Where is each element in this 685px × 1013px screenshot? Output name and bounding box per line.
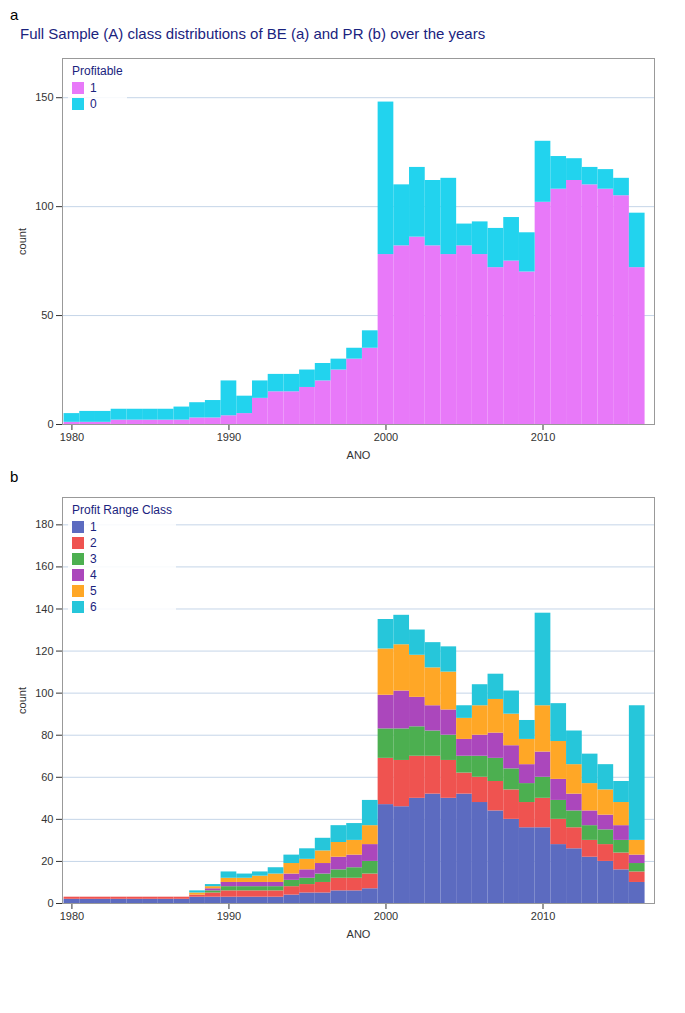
svg-text:count: count	[16, 228, 28, 255]
html-text:b: b	[10, 468, 19, 485]
svg-text:100: 100	[35, 200, 53, 212]
svg-text:count: count	[16, 687, 28, 714]
svg-text:ANO: ANO	[347, 449, 371, 461]
html-text:6: 6	[90, 600, 97, 614]
svg-text:140: 140	[35, 603, 53, 615]
svg-text:40: 40	[41, 813, 53, 825]
svg-text:50: 50	[41, 309, 53, 321]
html-text:4: 4	[90, 568, 97, 582]
svg-text:0: 0	[47, 897, 53, 909]
svg-text:160: 160	[35, 560, 53, 572]
svg-text:1980: 1980	[60, 431, 84, 443]
svg-text:80: 80	[41, 729, 53, 741]
html-text:1: 1	[90, 81, 97, 95]
html-text:Profitable: Profitable	[72, 64, 123, 78]
svg-text:0: 0	[47, 418, 53, 430]
html-text:2: 2	[90, 536, 97, 550]
svg-text:2000: 2000	[374, 910, 398, 922]
svg-text:150: 150	[35, 91, 53, 103]
html-text:0: 0	[90, 97, 97, 111]
svg-text:1990: 1990	[217, 910, 241, 922]
svg-text:120: 120	[35, 645, 53, 657]
svg-text:20: 20	[41, 855, 53, 867]
svg-text:1990: 1990	[217, 431, 241, 443]
html-text:Profit Range Class: Profit Range Class	[72, 503, 172, 517]
html-text:3: 3	[90, 552, 97, 566]
html-text:1: 1	[90, 520, 97, 534]
svg-text:60: 60	[41, 771, 53, 783]
svg-text:180: 180	[35, 518, 53, 530]
svg-text:2000: 2000	[374, 431, 398, 443]
svg-text:2010: 2010	[531, 431, 555, 443]
svg-text:2010: 2010	[531, 910, 555, 922]
html-text:Full Sample (A) class distribu: Full Sample (A) class distributions of B…	[20, 25, 486, 42]
svg-text:1980: 1980	[60, 910, 84, 922]
svg-text:100: 100	[35, 687, 53, 699]
svg-text:ANO: ANO	[347, 928, 371, 940]
html-text:5: 5	[90, 584, 97, 598]
html-text:a: a	[10, 6, 19, 23]
